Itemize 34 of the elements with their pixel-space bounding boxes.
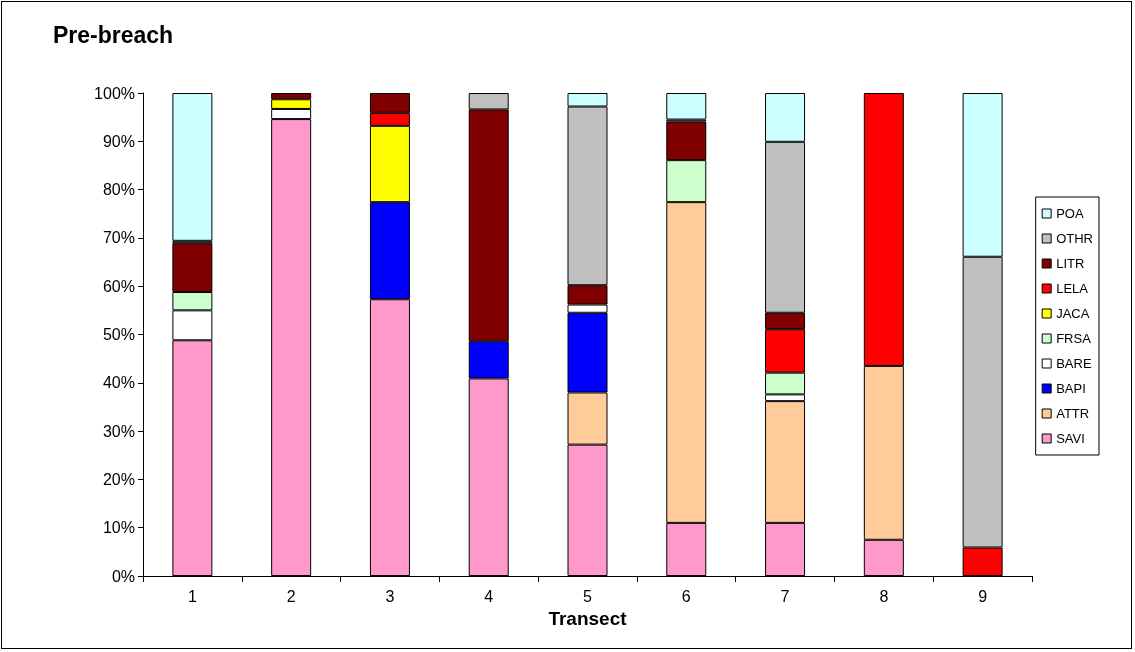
x-tick-label: 9 (978, 587, 988, 605)
y-tick-label: 20% (102, 470, 135, 488)
y-tick-label: 60% (102, 277, 135, 295)
x-tick-label: 1 (187, 587, 197, 605)
legend-label: LELA (1056, 281, 1089, 296)
legend-label: OTHR (1056, 231, 1094, 246)
y-tick-label: 40% (102, 374, 135, 392)
y-tick-label: 30% (102, 422, 135, 440)
x-tick-label: 4 (484, 587, 494, 605)
legend-label: BAPI (1056, 381, 1086, 396)
legend-label: FRSA (1056, 331, 1092, 346)
y-tick-label: 80% (102, 181, 135, 199)
x-tick-label: 3 (385, 587, 395, 605)
chart-title: Pre-breach (53, 21, 174, 48)
x-axis-title: Transect (548, 607, 628, 629)
x-tick-label: 6 (681, 587, 691, 605)
y-tick-label: 90% (102, 132, 135, 150)
bar (666, 93, 707, 120)
x-tick-label: 2 (286, 587, 296, 605)
legend-label: LITR (1056, 256, 1085, 271)
bar (172, 93, 213, 241)
x-tick-label: 8 (879, 587, 889, 605)
legend-label: POA (1056, 206, 1084, 221)
y-tick-label: 70% (102, 229, 135, 247)
y-tick-label: 50% (102, 326, 135, 343)
y-tick-label: 0% (111, 567, 135, 585)
y-tick-label: 100% (94, 84, 135, 102)
y-tick-label: 10% (102, 519, 135, 537)
legend-label: SAVI (1056, 431, 1085, 446)
x-tick-label: 5 (583, 587, 593, 605)
legend-label: JACA (1056, 306, 1090, 321)
x-tick-label: 7 (780, 587, 790, 605)
legend-label: ATTR (1056, 406, 1090, 421)
legend-label: BARE (1056, 356, 1092, 371)
